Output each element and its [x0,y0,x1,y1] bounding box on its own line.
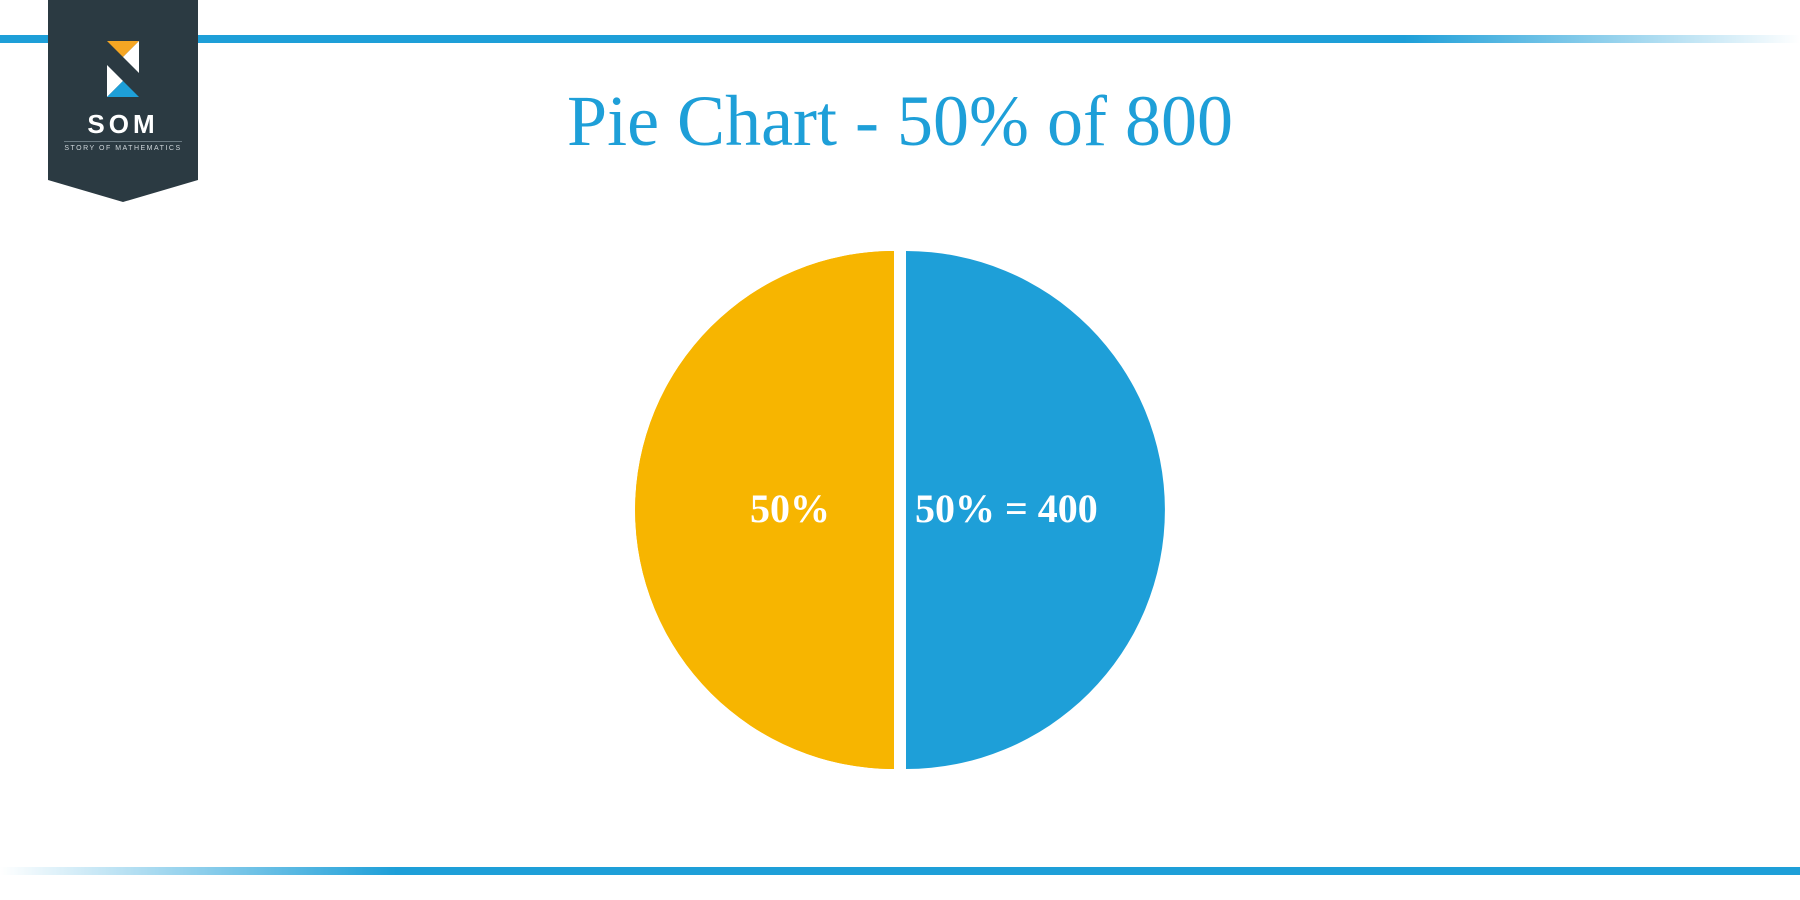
bottom-accent-bar [0,862,1800,870]
top-bar-svg [0,35,1800,43]
top-accent-bar [0,30,1800,38]
bottom-bar-svg [0,867,1800,875]
page-title: Pie Chart - 50% of 800 [0,80,1800,163]
pie-label-right: 50% = 400 [915,485,1098,532]
pie-chart: 50% 50% = 400 [635,245,1165,775]
pie-label-left: 50% [750,485,830,532]
